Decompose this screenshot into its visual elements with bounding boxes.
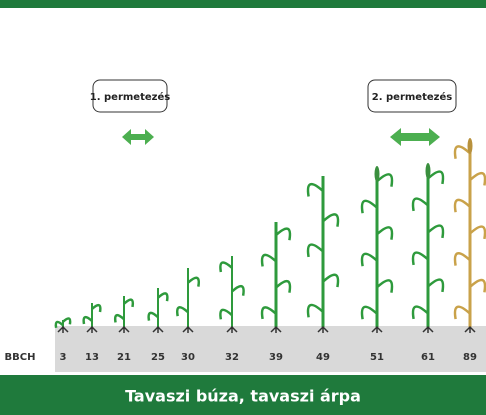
stage-label: 32 [225, 352, 239, 363]
scale-label: BBCH [5, 352, 36, 363]
stage-label: 21 [117, 352, 131, 363]
ear [375, 166, 380, 182]
stage-label: 25 [151, 352, 165, 363]
diagram: 1. permetezés 2. permetezés BBCH Tavaszi… [0, 0, 486, 415]
spray-label: 2. permetezés [372, 91, 452, 103]
ground [55, 326, 486, 372]
spray-label: 1. permetezés [90, 91, 170, 103]
ear [426, 163, 431, 179]
stage-label: 13 [85, 352, 99, 363]
ear [468, 138, 473, 154]
stage-label: 61 [421, 352, 435, 363]
stage-label: 39 [269, 352, 283, 363]
stage-label: 3 [60, 352, 67, 363]
stage-label: 89 [463, 352, 477, 363]
stage-label: 51 [370, 352, 384, 363]
stage-label: 49 [316, 352, 330, 363]
footer-title: Tavaszi búza, tavaszi árpa [125, 387, 361, 406]
top-bar [0, 0, 486, 8]
stage-label: 30 [181, 352, 195, 363]
